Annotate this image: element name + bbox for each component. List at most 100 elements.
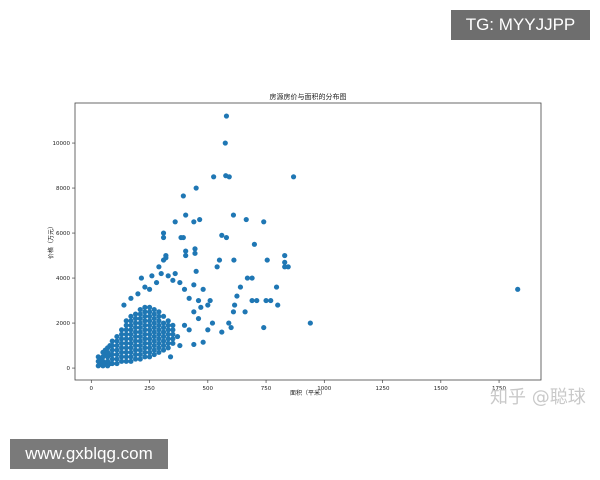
site-watermark: www.gxblqg.com (10, 439, 168, 469)
scatter-point (151, 342, 157, 349)
scatter-point (114, 342, 120, 349)
scatter-point (170, 277, 176, 283)
scatter-point (268, 297, 274, 304)
scatter-point (249, 275, 255, 281)
scatter-point (128, 345, 134, 351)
scatter-point (222, 140, 228, 146)
scatter-point (160, 329, 167, 335)
scatter-point (170, 336, 176, 342)
scatter-point (151, 347, 157, 353)
scatter-point (261, 324, 267, 331)
y-tick-label: 4000 (56, 276, 70, 282)
scatter-point (146, 322, 153, 328)
scatter-point (156, 264, 162, 270)
scatter-point (146, 345, 153, 351)
scatter-point (132, 320, 139, 326)
scatter-point (151, 311, 157, 317)
scatter-point (142, 309, 148, 315)
scatter-point (146, 304, 153, 310)
scatter-point (282, 259, 288, 265)
scatter-point (170, 331, 176, 337)
scatter-point (160, 324, 167, 331)
scatter-point (156, 313, 162, 319)
scatter-point (273, 284, 280, 290)
scatter-point (153, 279, 160, 286)
scatter-point (142, 345, 148, 351)
scatter-point (167, 354, 174, 360)
scatter-point (192, 246, 198, 252)
scatter-point (142, 327, 148, 333)
scatter-point (214, 264, 220, 270)
scatter-point (132, 347, 139, 353)
scatter-point (160, 342, 167, 349)
scatter-point (160, 230, 167, 236)
scatter-point (114, 356, 120, 362)
scatter-point (137, 347, 143, 353)
scatter-point (149, 273, 155, 279)
scatter-point (193, 185, 199, 191)
scatter-point (142, 349, 148, 355)
scatter-point (146, 331, 153, 337)
scatter-point (142, 304, 148, 310)
scatter-point (172, 219, 178, 225)
scatter-point (151, 315, 157, 322)
scatter-point (142, 318, 148, 324)
scatter-point (216, 257, 223, 263)
scatter-point (515, 286, 521, 292)
y-tick-label: 2000 (56, 321, 70, 327)
scatter-point (251, 241, 258, 247)
scatter-point (137, 320, 143, 326)
scatter-point (146, 349, 153, 355)
scatter-point (170, 340, 176, 346)
scatter-point (123, 345, 129, 351)
scatter-point (109, 351, 115, 358)
scatter-point (132, 342, 139, 349)
y-axis-label: 价格（万元） (47, 223, 55, 259)
scatter-point (146, 313, 153, 319)
scatter-point (132, 311, 139, 317)
scatter-point (219, 232, 225, 238)
scatter-point (200, 339, 206, 345)
scatter-point (109, 342, 115, 349)
scatter-point (123, 336, 129, 342)
scatter-point (137, 342, 143, 349)
scatter-point (226, 320, 232, 326)
scatter-point (197, 216, 203, 223)
scatter-point (146, 309, 153, 315)
scatter-point (146, 286, 153, 292)
scatter-point (132, 333, 139, 340)
scatter-point (137, 356, 143, 362)
scatter-point (290, 174, 297, 180)
scatter-point (195, 315, 202, 322)
scatter-point (165, 322, 171, 328)
scatter-point (160, 347, 167, 353)
scatter-point (186, 327, 192, 333)
scatter-point (156, 318, 162, 324)
scatter-point (181, 322, 188, 328)
scatter-point (128, 295, 134, 301)
scatter-point (151, 329, 157, 335)
x-tick-label: 1250 (376, 386, 390, 392)
scatter-point (114, 338, 120, 344)
scatter-point (264, 257, 270, 263)
scatter-point (146, 336, 153, 342)
scatter-point (165, 273, 171, 279)
scatter-point (132, 315, 139, 322)
scatter-point (165, 327, 171, 333)
scatter-point (109, 347, 115, 353)
scatter-point (170, 327, 176, 333)
scatter-point (137, 311, 143, 317)
scatter-point (181, 286, 188, 292)
scatter-point (151, 338, 157, 344)
scatter-point (191, 341, 197, 348)
x-tick-label: 1500 (434, 386, 448, 392)
scatter-point (142, 322, 148, 328)
scatter-point (146, 340, 153, 346)
scatter-point (151, 320, 157, 326)
scatter-point (207, 297, 213, 304)
scatter-point (156, 340, 162, 346)
scatter-point (137, 329, 143, 335)
scatter-point (156, 327, 162, 333)
scatter-point (142, 331, 148, 337)
scatter-point (226, 174, 232, 180)
